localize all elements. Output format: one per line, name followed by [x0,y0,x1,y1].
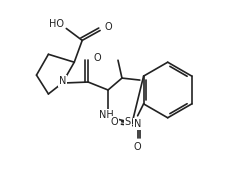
Text: N: N [133,119,141,129]
Text: O: O [110,117,117,127]
Text: HO: HO [49,19,64,28]
Text: NH: NH [98,110,113,120]
Text: O: O [104,22,111,32]
Text: S: S [124,117,131,127]
Text: N: N [58,76,66,86]
Text: O: O [93,53,100,63]
Text: O: O [133,142,141,152]
